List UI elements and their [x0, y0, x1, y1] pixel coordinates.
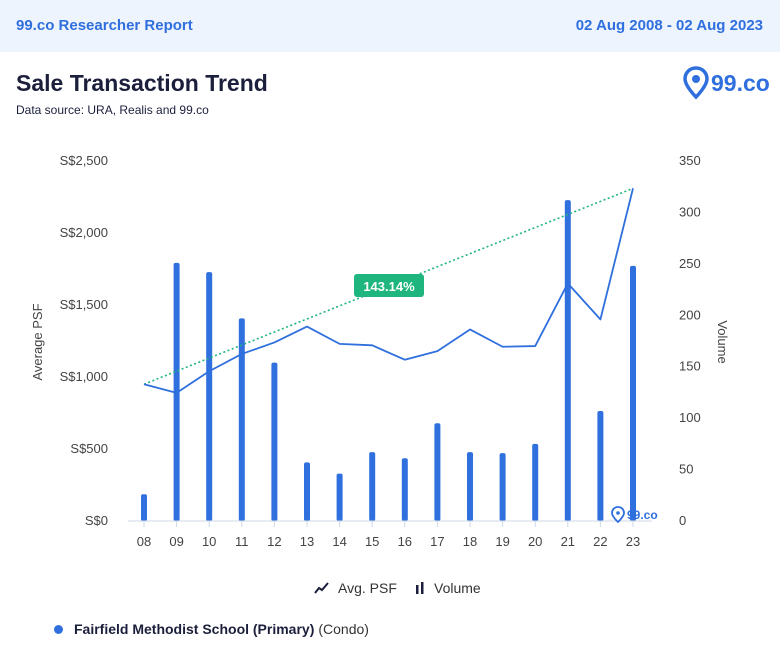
bar-chart-icon [416, 582, 424, 594]
legend-psf-label: Avg. PSF [338, 580, 397, 596]
trend-label-text: 143.14% [363, 279, 415, 294]
y-left-tick-label: S$0 [85, 513, 108, 528]
x-tick-label: 19 [495, 534, 509, 549]
x-tick-label: 21 [561, 534, 575, 549]
y-left-tick-label: S$500 [70, 441, 108, 456]
x-tick-label: 22 [593, 534, 607, 549]
brand-logo: 99.co [683, 66, 770, 102]
volume-bar[interactable] [499, 453, 506, 521]
x-tick-label: 13 [300, 534, 314, 549]
x-tick-label: 12 [267, 534, 281, 549]
chart-title: Sale Transaction Trend [16, 70, 268, 96]
y-right-tick-label: 100 [679, 410, 701, 425]
y-right-tick-label: 50 [679, 462, 693, 477]
line-chart-icon [314, 582, 329, 594]
volume-bar[interactable] [597, 410, 604, 521]
y-axis-left-label: Average PSF [30, 303, 45, 380]
y-right-tick-label: 200 [679, 307, 701, 322]
volume-bar[interactable] [206, 272, 213, 521]
volume-bar[interactable] [141, 494, 147, 521]
y-left-tick-label: S$2,500 [60, 153, 108, 168]
y-left-tick-label: S$1,500 [60, 297, 108, 312]
x-tick-label: 08 [137, 534, 151, 549]
legend-volume-label: Volume [434, 580, 481, 596]
sale-transaction-chart: S$0 S$500 S$1,000 S$1,500 S$2,000 S$2,500 0 50… [30, 153, 730, 549]
data-source: Data source: URA, Realis and 99.co [16, 103, 209, 117]
y-axis-right: 0 50 100 150 200 250 300 350 [679, 153, 701, 528]
footer-school: Fairfield Methodist School (Primary) (Co… [54, 621, 369, 637]
volume-bar[interactable] [434, 423, 441, 521]
x-tick-label: 09 [169, 534, 183, 549]
y-right-tick-label: 300 [679, 204, 701, 219]
volume-bar[interactable] [532, 443, 539, 521]
y-right-tick-label: 0 [679, 513, 686, 528]
property-type: (Condo) [318, 621, 369, 637]
x-tick-label: 14 [332, 534, 346, 549]
volume-bar[interactable] [401, 458, 408, 521]
school-dot-icon [54, 624, 63, 634]
x-tick-label: 17 [430, 534, 444, 549]
logo-text: 99.co [711, 70, 770, 96]
x-tick-label: 20 [528, 534, 542, 549]
location-pin-icon [683, 66, 709, 100]
y-right-tick-label: 250 [679, 256, 701, 271]
watermark-text: 99.co [627, 508, 658, 522]
y-axis-left: S$0 S$500 S$1,000 S$1,500 S$2,000 S$2,500 [60, 153, 108, 528]
volume-bar[interactable] [630, 265, 636, 521]
x-tick-label: 15 [365, 534, 379, 549]
report-date-range: 02 Aug 2008 - 02 Aug 2023 [575, 17, 763, 34]
volume-bar[interactable] [336, 473, 343, 521]
y-right-tick-label: 150 [679, 359, 701, 374]
volume-bar[interactable] [369, 452, 376, 521]
avg-psf-line [143, 188, 634, 394]
report-header: 99.co Researcher Report 02 Aug 2008 - 02… [0, 0, 780, 52]
legend-item-psf[interactable]: Avg. PSF [314, 580, 397, 596]
volume-bar[interactable] [564, 200, 571, 522]
x-axis: 08 09 10 11 12 13 14 15 16 17 18 19 20 21 22 23 [137, 521, 640, 549]
y-left-tick-label: S$2,000 [60, 225, 108, 240]
y-axis-right-label: Volume [715, 320, 730, 363]
volume-bars [141, 200, 636, 522]
report-brand: 99.co Researcher Report [16, 17, 193, 34]
x-tick-label: 10 [202, 534, 216, 549]
volume-bar[interactable] [467, 452, 473, 521]
volume-bar[interactable] [304, 462, 310, 521]
y-left-tick-label: S$1,000 [60, 369, 108, 384]
volume-bar[interactable] [271, 362, 278, 521]
school-name: Fairfield Methodist School (Primary) [74, 621, 315, 637]
x-tick-label: 18 [463, 534, 477, 549]
volume-bar[interactable] [238, 318, 245, 521]
x-tick-label: 11 [235, 534, 249, 549]
watermark-logo: 99.co [611, 506, 658, 524]
x-tick-label: 23 [626, 534, 640, 549]
x-tick-label: 16 [398, 534, 412, 549]
trend-label: 143.14% [354, 274, 424, 297]
y-right-tick-label: 350 [679, 153, 701, 168]
legend-item-volume[interactable]: Volume [414, 580, 481, 596]
